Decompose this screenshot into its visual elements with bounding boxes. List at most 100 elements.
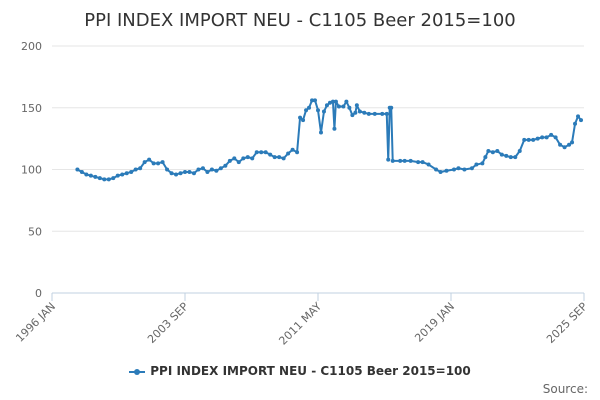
data-point[interactable] (209, 167, 214, 172)
data-point[interactable] (526, 137, 531, 142)
data-point[interactable] (174, 172, 179, 177)
data-point[interactable] (567, 142, 572, 147)
data-point[interactable] (115, 173, 120, 178)
data-point[interactable] (290, 147, 295, 152)
data-point[interactable] (333, 99, 338, 104)
data-point[interactable] (245, 155, 250, 160)
data-point[interactable] (420, 160, 425, 165)
data-point[interactable] (426, 162, 431, 167)
data-point[interactable] (416, 160, 421, 165)
data-point[interactable] (156, 161, 161, 166)
data-point[interactable] (232, 156, 237, 161)
data-point[interactable] (330, 99, 335, 104)
data-point[interactable] (187, 169, 192, 174)
data-point[interactable] (350, 113, 355, 118)
data-point[interactable] (384, 111, 389, 116)
data-point[interactable] (200, 166, 205, 171)
data-point[interactable] (540, 135, 545, 140)
data-point[interactable] (151, 161, 156, 166)
data-point[interactable] (286, 151, 291, 156)
data-point[interactable] (316, 108, 320, 113)
data-point[interactable] (576, 114, 581, 119)
data-point[interactable] (324, 103, 329, 108)
series-line[interactable] (76, 99, 582, 181)
data-point[interactable] (522, 137, 527, 142)
data-point[interactable] (353, 110, 358, 115)
data-point[interactable] (160, 160, 165, 165)
data-point[interactable] (570, 140, 575, 145)
data-point[interactable] (562, 145, 567, 150)
data-point[interactable] (344, 99, 349, 104)
data-point[interactable] (84, 172, 89, 177)
data-point[interactable] (558, 142, 563, 147)
data-point[interactable] (227, 158, 232, 163)
data-point[interactable] (111, 176, 116, 181)
data-point[interactable] (254, 150, 259, 155)
data-point[interactable] (129, 169, 134, 174)
data-point[interactable] (332, 126, 337, 131)
data-point[interactable] (402, 158, 407, 163)
data-point[interactable] (321, 109, 326, 114)
data-point[interactable] (517, 148, 522, 153)
data-point[interactable] (277, 155, 282, 160)
data-point[interactable] (490, 150, 495, 155)
data-point[interactable] (451, 167, 456, 172)
data-point[interactable] (93, 174, 98, 179)
data-point[interactable] (483, 155, 488, 160)
data-point[interactable] (513, 155, 518, 160)
data-point[interactable] (295, 150, 300, 155)
data-point[interactable] (456, 166, 461, 171)
data-point[interactable] (354, 103, 359, 108)
data-point[interactable] (106, 177, 111, 182)
data-point[interactable] (553, 135, 558, 140)
legend[interactable]: PPI INDEX IMPORT NEU - C1105 Beer 2015=1… (0, 364, 600, 378)
data-point[interactable] (462, 167, 467, 172)
data-point[interactable] (474, 162, 479, 167)
data-series[interactable] (75, 98, 584, 182)
data-point[interactable] (486, 148, 491, 153)
data-point[interactable] (241, 156, 246, 161)
data-point[interactable] (178, 171, 183, 176)
data-point[interactable] (120, 172, 125, 177)
data-point[interactable] (318, 130, 323, 135)
data-point[interactable] (304, 108, 309, 113)
data-point[interactable] (535, 136, 540, 141)
data-point[interactable] (75, 167, 80, 172)
data-point[interactable] (469, 166, 474, 171)
data-point[interactable] (386, 157, 391, 162)
data-point[interactable] (434, 167, 439, 172)
data-point[interactable] (236, 160, 241, 165)
data-point[interactable] (223, 163, 228, 168)
data-point[interactable] (390, 158, 395, 163)
data-point[interactable] (196, 167, 201, 172)
data-point[interactable] (250, 156, 255, 161)
data-point[interactable] (347, 105, 352, 110)
data-point[interactable] (281, 156, 286, 161)
data-point[interactable] (298, 115, 303, 120)
data-point[interactable] (272, 155, 277, 160)
data-point[interactable] (214, 168, 219, 173)
data-point[interactable] (307, 105, 312, 110)
data-point[interactable] (480, 161, 485, 166)
data-point[interactable] (205, 169, 210, 174)
data-point[interactable] (165, 167, 170, 172)
data-point[interactable] (579, 118, 584, 123)
data-point[interactable] (341, 104, 346, 109)
data-point[interactable] (438, 169, 443, 174)
data-point[interactable] (362, 110, 367, 115)
data-point[interactable] (102, 177, 107, 182)
data-point[interactable] (549, 132, 554, 137)
data-point[interactable] (124, 171, 129, 176)
data-point[interactable] (531, 137, 536, 142)
data-point[interactable] (79, 169, 84, 174)
data-point[interactable] (372, 111, 377, 116)
data-point[interactable] (389, 105, 394, 110)
data-point[interactable] (147, 157, 152, 162)
data-point[interactable] (142, 160, 147, 165)
data-point[interactable] (573, 121, 578, 126)
data-point[interactable] (259, 150, 264, 155)
data-point[interactable] (301, 118, 306, 123)
data-point[interactable] (495, 148, 500, 153)
data-point[interactable] (138, 166, 143, 171)
data-point[interactable] (357, 109, 362, 114)
